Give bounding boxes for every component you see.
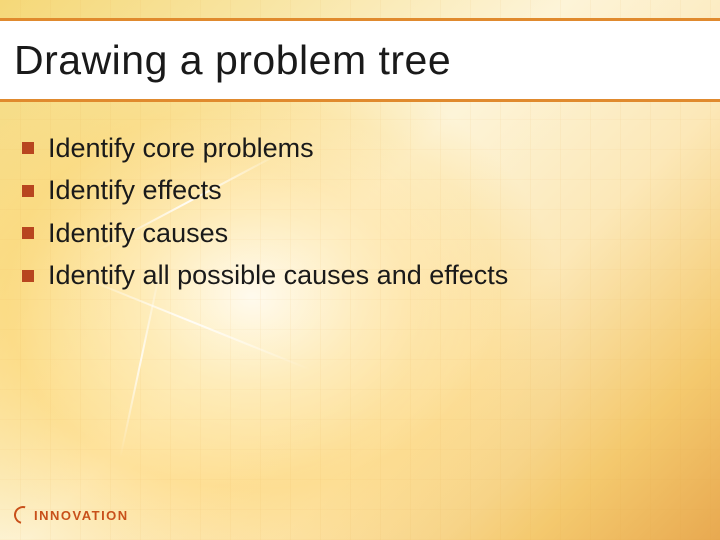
title-underline bbox=[0, 99, 720, 102]
bullet-text: Identify causes bbox=[48, 215, 228, 251]
bullet-text: Identify all possible causes and effects bbox=[48, 257, 508, 293]
list-item: Identify all possible causes and effects bbox=[22, 257, 690, 293]
footer-logo: INNOVATION bbox=[14, 506, 129, 524]
slide-title: Drawing a problem tree bbox=[14, 37, 451, 84]
bullet-list: Identify core problems Identify effects … bbox=[22, 130, 690, 300]
square-bullet-icon bbox=[22, 227, 34, 239]
logo-swirl-icon bbox=[11, 503, 36, 528]
list-item: Identify effects bbox=[22, 172, 690, 208]
logo-text: INNOVATION bbox=[34, 508, 129, 523]
square-bullet-icon bbox=[22, 270, 34, 282]
list-item: Identify causes bbox=[22, 215, 690, 251]
bullet-text: Identify core problems bbox=[48, 130, 314, 166]
title-band: Drawing a problem tree bbox=[0, 21, 720, 99]
bullet-text: Identify effects bbox=[48, 172, 222, 208]
square-bullet-icon bbox=[22, 142, 34, 154]
square-bullet-icon bbox=[22, 185, 34, 197]
list-item: Identify core problems bbox=[22, 130, 690, 166]
